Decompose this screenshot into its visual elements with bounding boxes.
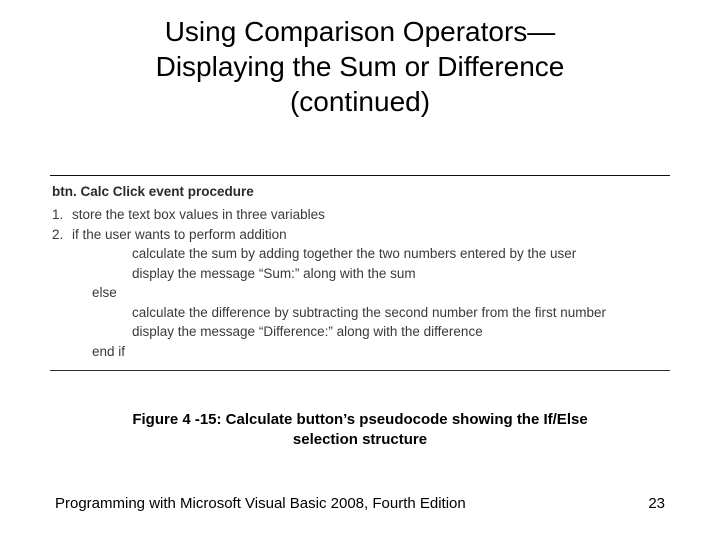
line-spacer (52, 244, 72, 264)
line-text: display the message “Sum:” along with th… (72, 264, 670, 284)
caption-line-1: Figure 4 -15: Calculate button’s pseudoc… (132, 411, 587, 428)
line-spacer (52, 283, 72, 303)
title-line-3: (continued) (290, 86, 430, 117)
title-line-1: Using Comparison Operators— (165, 16, 556, 47)
rule-bottom (50, 370, 670, 371)
line-text: calculate the sum by adding together the… (72, 244, 670, 264)
line-text: end if (72, 342, 670, 362)
line-text: display the message “Difference:” along … (72, 322, 670, 342)
code-line: calculate the difference by subtracting … (52, 303, 670, 323)
figure-caption: Figure 4 -15: Calculate button’s pseudoc… (60, 410, 660, 449)
footer-book-title: Programming with Microsoft Visual Basic … (55, 495, 466, 512)
footer-page-number: 23 (648, 495, 665, 512)
line-spacer (52, 342, 72, 362)
procedure-name: btn. Calc Click event procedure (52, 184, 670, 199)
caption-line-2: selection structure (293, 431, 427, 448)
code-line: calculate the sum by adding together the… (52, 244, 670, 264)
code-line: end if (52, 342, 670, 362)
slide-title: Using Comparison Operators— Displaying t… (60, 14, 660, 119)
line-number: 2. (52, 225, 72, 245)
line-spacer (52, 303, 72, 323)
line-text: if the user wants to perform addition (72, 225, 670, 245)
title-line-2: Displaying the Sum or Difference (156, 51, 565, 82)
pseudocode-lines: 1. store the text box values in three va… (50, 205, 670, 370)
line-text: store the text box values in three varia… (72, 205, 670, 225)
code-line: 1. store the text box values in three va… (52, 205, 670, 225)
line-number: 1. (52, 205, 72, 225)
code-line: display the message “Sum:” along with th… (52, 264, 670, 284)
code-line: display the message “Difference:” along … (52, 322, 670, 342)
line-spacer (52, 322, 72, 342)
code-line: else (52, 283, 670, 303)
line-text: calculate the difference by subtracting … (72, 303, 670, 323)
line-text: else (72, 283, 670, 303)
code-line: 2. if the user wants to perform addition (52, 225, 670, 245)
slide: Using Comparison Operators— Displaying t… (0, 0, 720, 540)
rule-top (50, 175, 670, 176)
line-spacer (52, 264, 72, 284)
pseudocode-block: btn. Calc Click event procedure 1. store… (50, 175, 670, 371)
